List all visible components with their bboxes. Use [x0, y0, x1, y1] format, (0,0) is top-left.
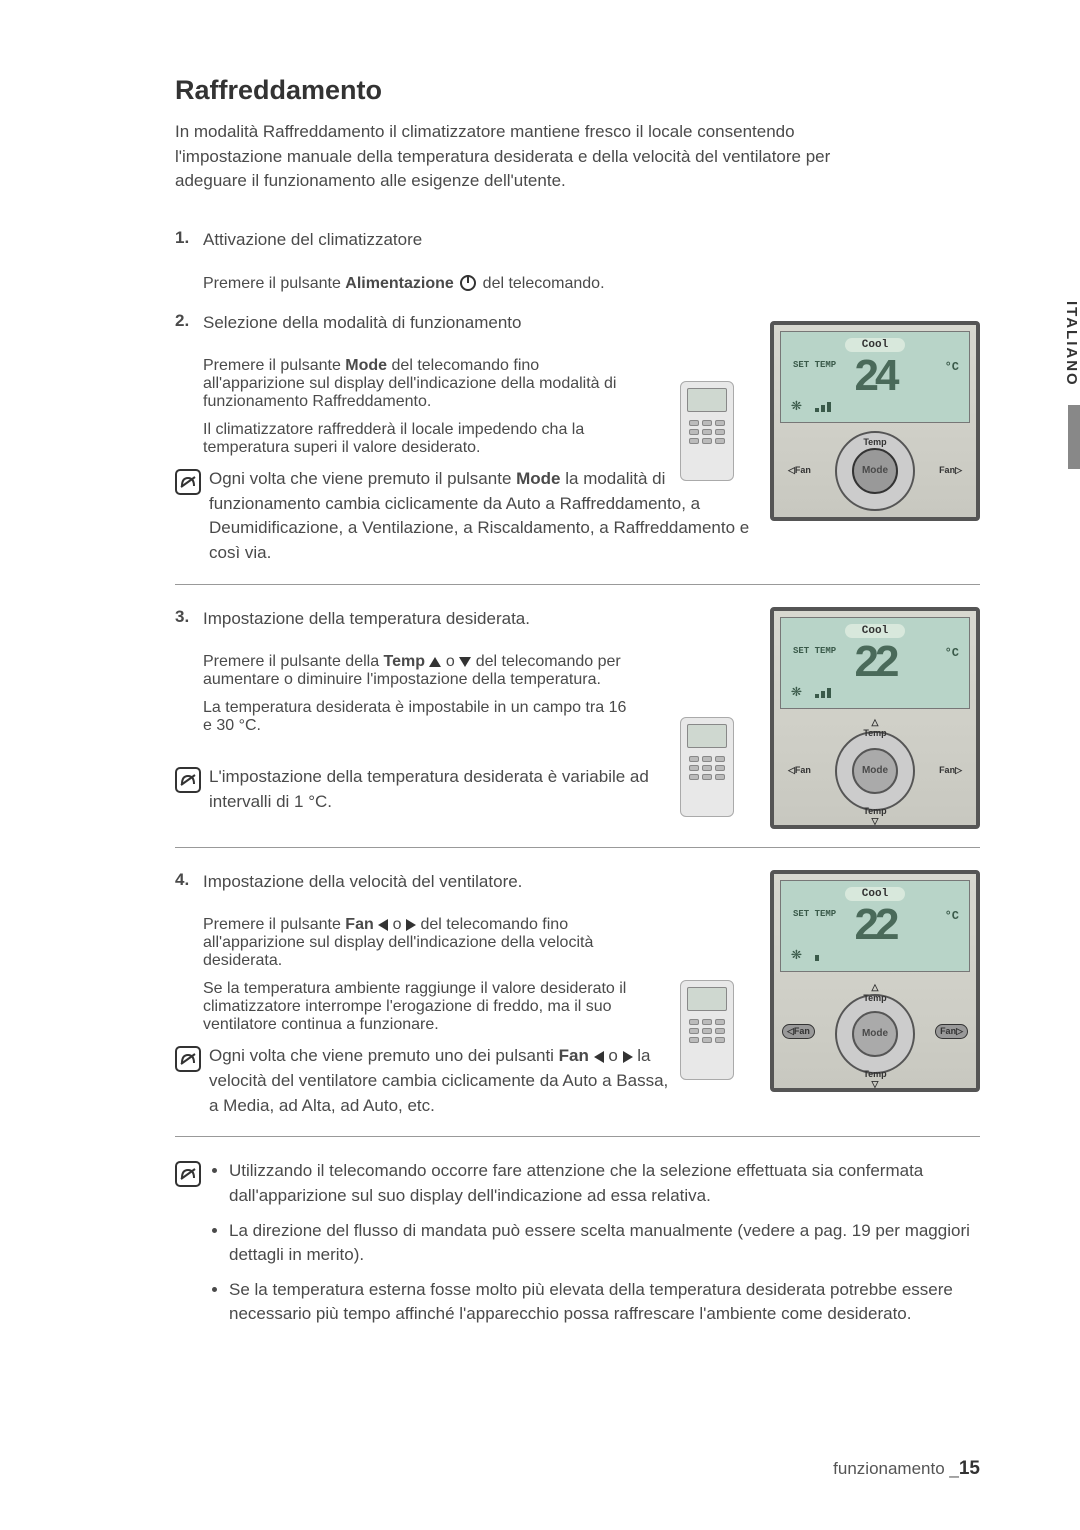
- lcd-screen: Cool SET TEMP 22 °C ❋: [780, 617, 970, 709]
- control-ring: Temp Mode ◁Fan Fan▷: [780, 431, 970, 511]
- lcd-screen: Cool SET TEMP 24 °C ❋: [780, 331, 970, 423]
- diagram-mode: Cool SET TEMP 24 °C ❋ Temp Mode ◁Fan Fan…: [680, 321, 980, 511]
- fan-left-highlight: ◁Fan: [782, 1024, 815, 1039]
- tab-accent: [1068, 405, 1080, 469]
- fan-icon: ❋: [791, 394, 802, 416]
- fan-speed-bars: [815, 688, 831, 698]
- step-3-p2: La temperatura desiderata è impostabile …: [203, 699, 633, 735]
- wall-display: Cool SET TEMP 24 °C ❋ Temp Mode ◁Fan Fan…: [770, 321, 980, 521]
- step-3-number: 3.: [175, 607, 203, 642]
- step-1-number: 1.: [175, 228, 203, 263]
- step-2-p2: Il climatizzatore raffredderà il locale …: [203, 421, 633, 457]
- step-2-number: 2.: [175, 311, 203, 346]
- intro-paragraph: In modalità Raffreddamento il climatizza…: [175, 120, 875, 194]
- fan-speed-bars: [815, 955, 819, 961]
- separator: [175, 847, 980, 848]
- final-note-3: Se la temperatura esterna fosse molto pi…: [229, 1278, 980, 1327]
- remote-control-icon: [680, 717, 734, 817]
- section-2: Cool SET TEMP 24 °C ❋ Temp Mode ◁Fan Fan…: [175, 311, 980, 566]
- note-icon: [175, 1046, 201, 1072]
- diagram-temp: Cool SET TEMP 22 °C ❋ Mode △Temp Temp▽ ◁…: [680, 607, 980, 837]
- lcd-mode-label: Cool: [845, 624, 905, 638]
- temp-down-label: Temp▽: [863, 806, 886, 827]
- lcd-settemp-label: SET TEMP: [793, 360, 836, 370]
- fan-icon: ❋: [791, 943, 802, 965]
- step-1-text: Premere il pulsante Alimentazione del te…: [203, 275, 703, 293]
- final-notes: Utilizzando il telecomando occorre fare …: [175, 1159, 980, 1337]
- note-icon: [175, 1161, 201, 1187]
- step-4-p2: Se la temperatura ambiente raggiunge il …: [203, 980, 633, 1034]
- lcd-mode-label: Cool: [845, 338, 905, 352]
- control-ring: Mode △Temp Temp▽ ◁Fan Fan▷: [780, 717, 970, 827]
- ring-temp-label: Temp: [863, 437, 886, 447]
- separator: [175, 584, 980, 585]
- lcd-degree: °C: [945, 909, 959, 923]
- lcd-degree: °C: [945, 646, 959, 660]
- final-note-2: La direzione del flusso di mandata può e…: [229, 1219, 980, 1268]
- diagram-fan: Cool SET TEMP 22 °C ❋ Mode △Temp Temp▽ ◁…: [680, 870, 980, 1100]
- ring-fan-left: ◁Fan: [788, 465, 811, 476]
- fan-speed-bars: [815, 402, 831, 412]
- lcd-settemp-label: SET TEMP: [793, 909, 836, 919]
- section-3: Cool SET TEMP 22 °C ❋ Mode △Temp Temp▽ ◁…: [175, 607, 980, 815]
- page-title: Raffreddamento: [175, 75, 980, 106]
- ring-fan-right: Fan▷: [939, 465, 962, 476]
- step-2-p1: Premere il pulsante Mode del telecomando…: [203, 357, 633, 411]
- section-4: Cool SET TEMP 22 °C ❋ Mode △Temp Temp▽ ◁…: [175, 870, 980, 1119]
- separator: [175, 1136, 980, 1137]
- fan-right-highlight: Fan▷: [935, 1024, 968, 1039]
- final-note-1: Utilizzando il telecomando occorre fare …: [229, 1159, 980, 1208]
- power-icon: [460, 275, 476, 291]
- step-3-p1: Premere il pulsante della Temp o del tel…: [203, 653, 633, 689]
- note-icon: [175, 469, 201, 495]
- mode-button: Mode: [852, 1011, 898, 1057]
- temp-up-label: △Temp: [863, 982, 886, 1003]
- language-tab: ITALIANO: [1052, 275, 1080, 405]
- page-footer: funzionamento _15: [833, 1458, 980, 1480]
- lcd-degree: °C: [945, 360, 959, 374]
- temp-up-label: △Temp: [863, 717, 886, 738]
- fan-icon: ❋: [791, 680, 802, 702]
- step-1-title: Attivazione del climatizzatore: [203, 228, 980, 253]
- mode-button-highlight: Mode: [852, 448, 898, 494]
- control-ring: Mode △Temp Temp▽ ◁Fan Fan▷: [780, 980, 970, 1090]
- step-4-p1: Premere il pulsante Fan o del telecomand…: [203, 916, 633, 970]
- remote-control-icon: [680, 381, 734, 481]
- lcd-screen: Cool SET TEMP 22 °C ❋: [780, 880, 970, 972]
- lcd-settemp-label: SET TEMP: [793, 646, 836, 656]
- step-4-number: 4.: [175, 870, 203, 905]
- ring-fan-left: ◁Fan: [788, 765, 811, 776]
- ring-fan-right: Fan▷: [939, 765, 962, 776]
- note-icon: [175, 767, 201, 793]
- remote-control-icon: [680, 980, 734, 1080]
- wall-display: Cool SET TEMP 22 °C ❋ Mode △Temp Temp▽ ◁…: [770, 870, 980, 1092]
- lcd-mode-label: Cool: [845, 887, 905, 901]
- wall-display: Cool SET TEMP 22 °C ❋ Mode △Temp Temp▽ ◁…: [770, 607, 980, 829]
- mode-button: Mode: [852, 748, 898, 794]
- step-1: 1. Attivazione del climatizzatore: [175, 228, 980, 263]
- temp-down-label: Temp▽: [863, 1069, 886, 1090]
